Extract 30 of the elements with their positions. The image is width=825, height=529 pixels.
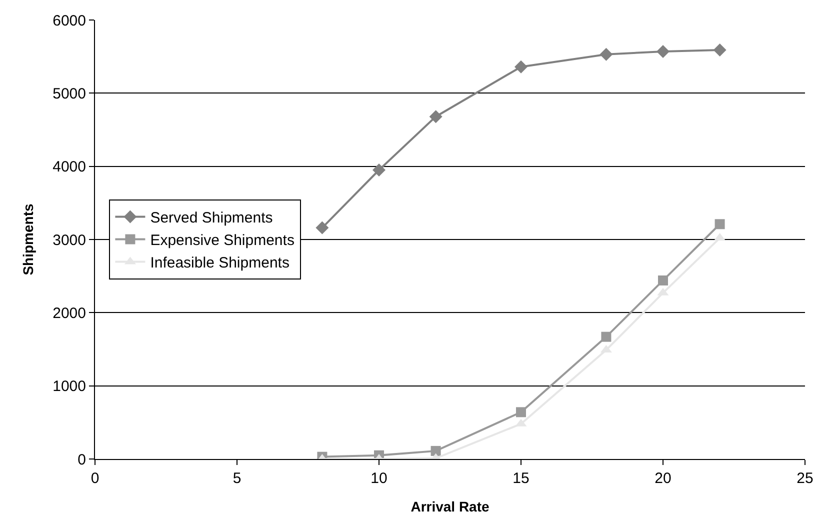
point (601, 332, 612, 342)
x-tick-label: 20 (654, 470, 672, 487)
point (713, 44, 726, 56)
y-tick-label: 2000 (52, 304, 86, 322)
point (514, 60, 528, 74)
x-tick-label: 0 (90, 470, 100, 487)
point (316, 221, 329, 234)
x-tick-label: 10 (370, 470, 388, 487)
x-axis-title: Arrival Rate (410, 498, 490, 514)
x-tick-label: 25 (796, 470, 814, 487)
legend-label: Infeasible Shipments (150, 254, 290, 272)
point (516, 407, 526, 418)
y-tick-label: 3000 (52, 232, 86, 249)
y-tick-label: 4000 (52, 158, 86, 176)
point (430, 446, 441, 456)
y-tick-label: 6000 (52, 12, 86, 30)
point (429, 110, 442, 124)
legend-label: Expensive Shipments (150, 232, 294, 250)
x-tick-label: 5 (232, 470, 242, 487)
point (714, 219, 725, 230)
legend-label: Served Shipments (150, 210, 273, 227)
point (656, 44, 670, 58)
point (658, 275, 668, 286)
point (372, 163, 386, 176)
y-axis-title: Shipments (20, 204, 36, 276)
y-tick-label: 0 (78, 451, 86, 468)
x-tick-label: 15 (512, 470, 530, 487)
y-tick-label: 5000 (52, 85, 86, 102)
point (600, 48, 613, 61)
y-tick-label: 1000 (52, 378, 86, 396)
